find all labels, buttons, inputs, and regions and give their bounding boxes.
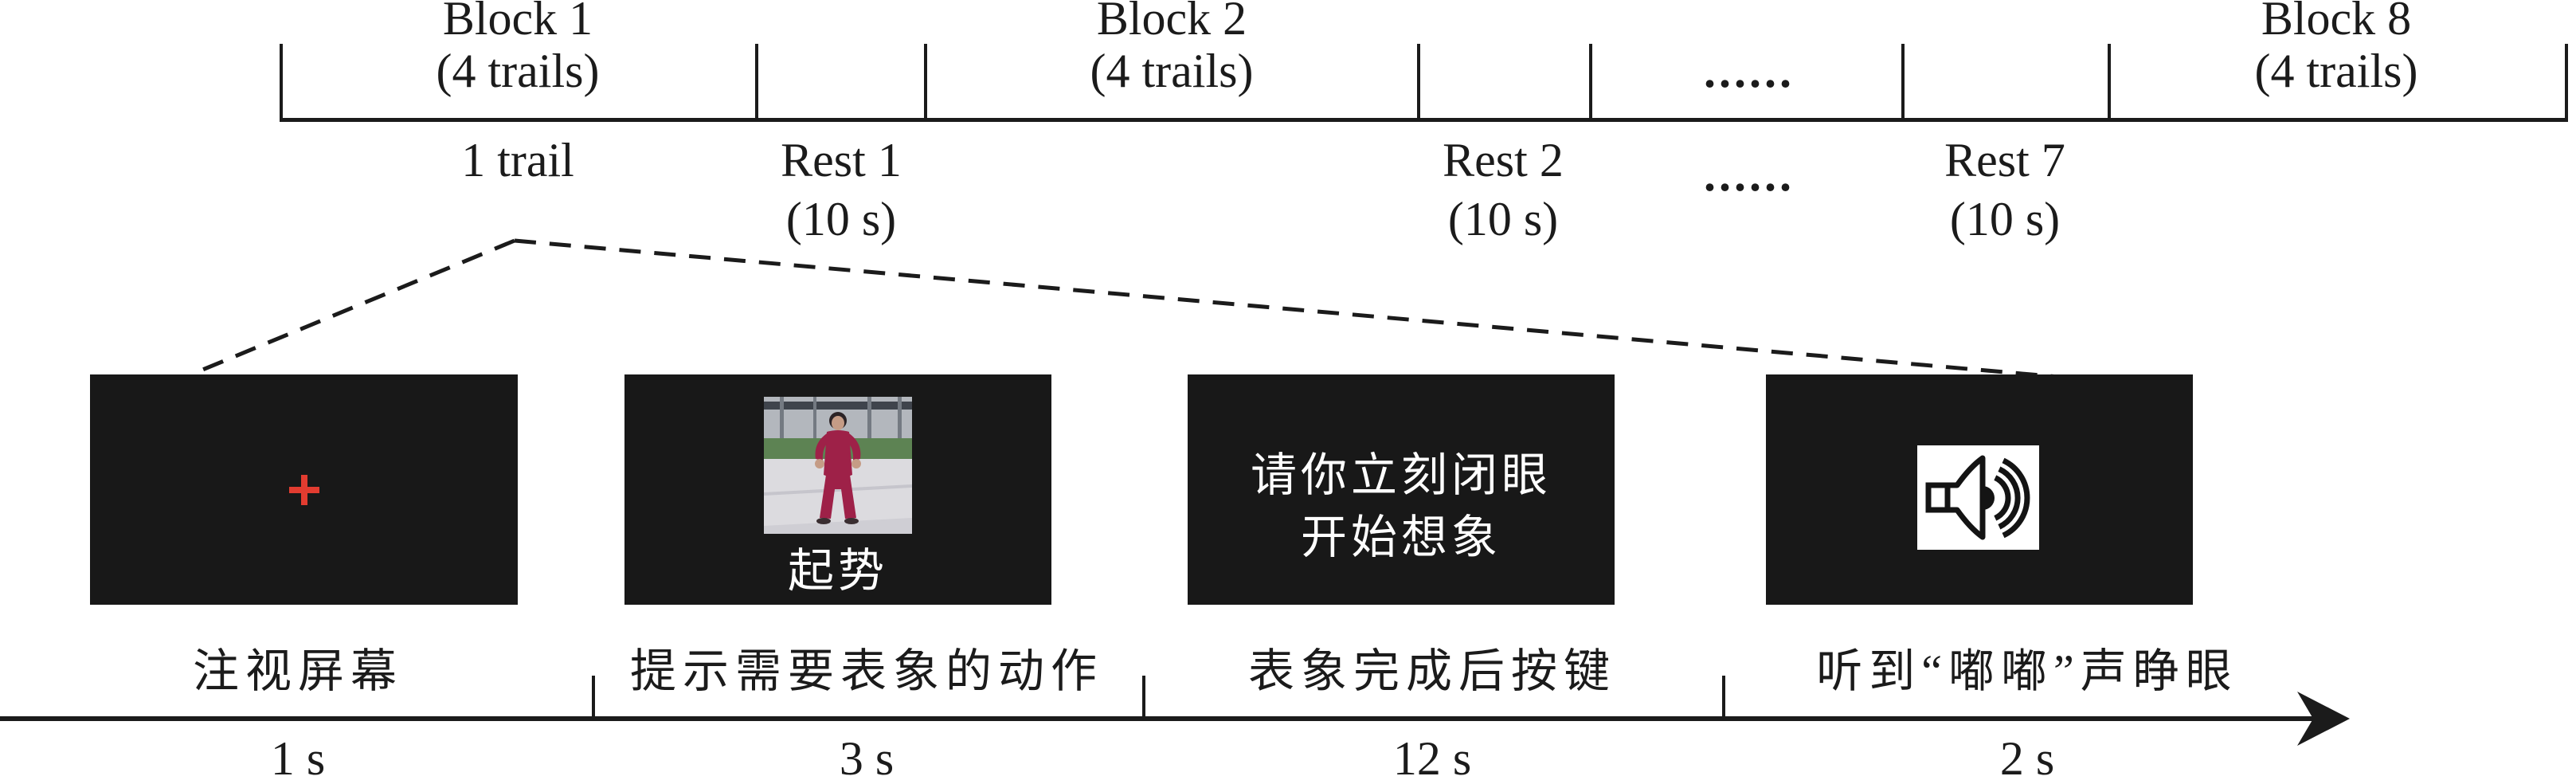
screen-beep (1766, 374, 2193, 605)
rest-7-title: Rest 7 (1944, 134, 2065, 186)
timeline-tick (280, 44, 283, 120)
block-1-title: Block 1 (442, 0, 593, 45)
block-2-title: Block 2 (1096, 0, 1247, 45)
rest-1-title: Rest 1 (781, 134, 902, 186)
block-8-label: Block 8 (4 trails) (2018, 0, 2576, 97)
rest-1-label: Rest 1 (10 s) (602, 131, 1080, 249)
block-2-trials: (4 trails) (1090, 45, 1254, 97)
taichi-photo-illustration (764, 397, 912, 534)
instruction-line-1: 请你立刻闭眼 (1250, 449, 1552, 501)
block-8-title: Block 8 (2261, 0, 2412, 45)
taichi-photo (764, 397, 912, 534)
screen-action-cue: 起势 (624, 374, 1051, 605)
duration-imagery: 12 s (1392, 732, 1472, 784)
time-axis-tick (592, 676, 595, 718)
caption-fixation: 注视屏幕 (192, 645, 403, 697)
taichi-person (815, 412, 861, 524)
timeline-tick (1901, 44, 1905, 120)
time-axis-tick (1722, 676, 1725, 718)
dashed-connector-right (514, 238, 2059, 379)
screen-imagery-instruction: 请你立刻闭眼 开始想象 (1188, 374, 1615, 605)
duration-action-cue: 3 s (839, 732, 895, 784)
time-axis (0, 716, 2315, 721)
duration-fixation: 1 s (270, 732, 326, 784)
duration-beep: 2 s (1999, 732, 2055, 784)
imagery-instruction-text: 请你立刻闭眼 开始想象 (1188, 445, 1615, 569)
fixation-cross-vertical (300, 474, 307, 505)
instruction-line-2: 开始想象 (1300, 512, 1501, 563)
blocks-ellipsis: ...... (1704, 45, 1795, 97)
timeline-tick (2108, 44, 2111, 120)
rest-2-duration: (10 s) (1447, 193, 1559, 245)
one-trial-label: 1 trail (461, 134, 574, 186)
block-2-label: Block 2 (4 trails) (853, 0, 1490, 97)
timeline-tick (1417, 44, 1420, 120)
speaker-box (1917, 445, 2039, 550)
block-1-label: Block 1 (4 trails) (199, 0, 836, 97)
speaker-icon (1925, 455, 2030, 540)
caption-imagery: 表象完成后按键 (1247, 645, 1616, 697)
action-name-text: 起势 (787, 545, 888, 597)
time-axis-tick (1142, 676, 1145, 718)
dashed-connector-left (190, 238, 515, 377)
rest-1-duration: (10 s) (785, 193, 897, 245)
caption-action-cue: 提示需要表象的动作 (629, 645, 1103, 697)
session-timeline-baseline (280, 118, 2568, 122)
rests-ellipsis: ...... (1704, 148, 1795, 201)
caption-beep: 听到“嘟嘟”声睁眼 (1816, 645, 2238, 697)
rest-7-duration: (10 s) (1949, 193, 2061, 245)
block-8-trials: (4 trails) (2254, 45, 2418, 97)
rest-2-label: Rest 2 (10 s) (1264, 131, 1742, 249)
block-1-trials: (4 trails) (436, 45, 600, 97)
timeline-tick (755, 44, 758, 120)
rest-7-label: Rest 7 (10 s) (1766, 131, 2244, 249)
timeline-tick (2565, 44, 2568, 120)
rest-2-title: Rest 2 (1443, 134, 1564, 186)
timeline-tick (924, 44, 927, 120)
screen-fixation (90, 374, 518, 605)
timeline-tick (1589, 44, 1592, 120)
